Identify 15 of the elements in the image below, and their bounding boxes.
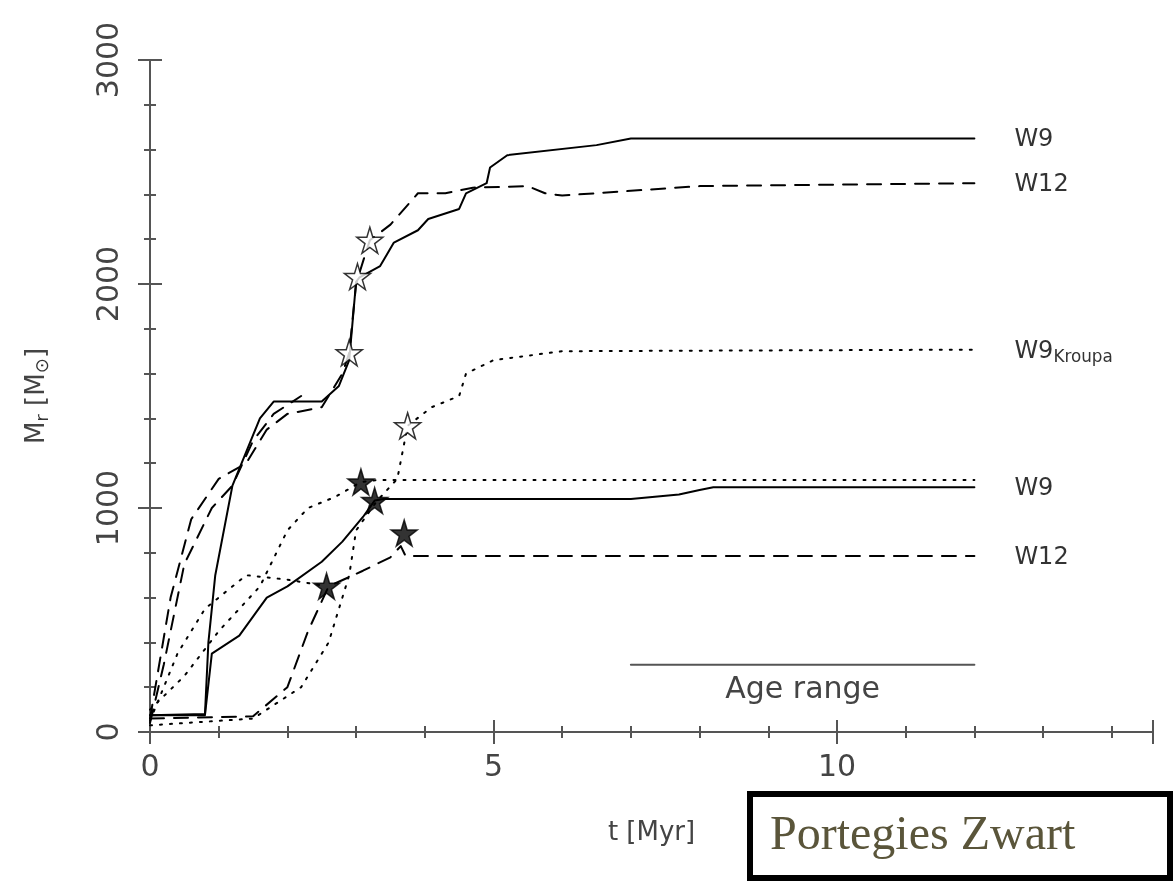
x-tick-label: 10 [817, 747, 857, 783]
x-tick-label: 5 [483, 747, 504, 783]
x-axis-title: t [Myr] [607, 816, 696, 846]
x-tick-label: 0 [140, 747, 160, 783]
y-tick-label: 2000 [89, 245, 125, 323]
series-label: W9 [1014, 473, 1054, 502]
series-label: W12 [1014, 541, 1069, 570]
series-label: W9 [1014, 124, 1054, 153]
text: Portegies Zwart [770, 805, 1076, 859]
y-tick-label: 1000 [89, 469, 125, 547]
series-label: W12 [1014, 169, 1069, 198]
y-axis-title: Mr [M⊙] [19, 347, 52, 445]
y-tick-label: 3000 [89, 21, 125, 99]
annotation: Age range [725, 670, 881, 706]
y-tick-label: 0 [89, 722, 125, 742]
